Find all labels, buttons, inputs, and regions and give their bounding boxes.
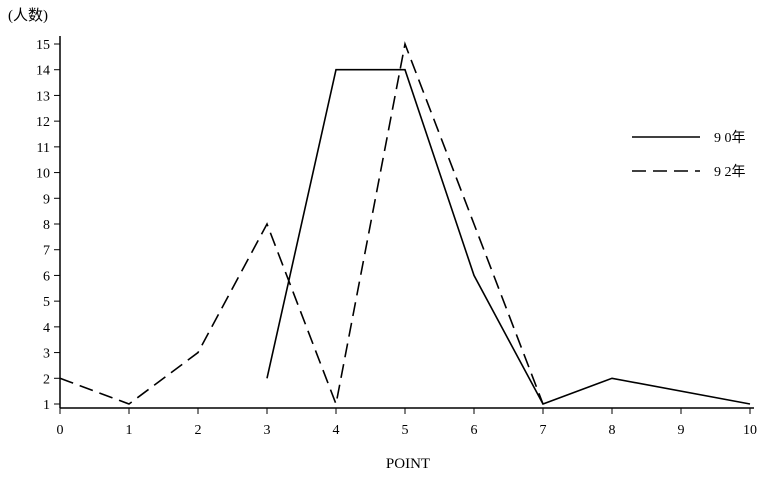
x-tick-label: 5 xyxy=(402,423,409,438)
series-line-0 xyxy=(266,68,751,405)
y-tick-label: 15 xyxy=(36,38,50,53)
x-tick-label: 10 xyxy=(743,423,757,438)
y-tick-label: 2 xyxy=(43,372,50,387)
series-lines xyxy=(59,41,751,407)
legend-label-1: 9 2年 xyxy=(714,164,746,180)
axes xyxy=(59,36,754,409)
series-line-1 xyxy=(59,41,544,407)
y-tick-label: 5 xyxy=(43,295,50,310)
y-tick-label: 7 xyxy=(43,244,50,259)
legend-label-0: 9 0年 xyxy=(714,130,746,146)
y-tick-label: 8 xyxy=(43,218,50,233)
y-tick-label: 3 xyxy=(43,347,50,362)
y-tick-label: 14 xyxy=(36,64,50,79)
x-tick-label: 0 xyxy=(57,423,64,438)
x-tick-label: 1 xyxy=(126,423,133,438)
legend: 9 0年 9 2年 xyxy=(632,130,746,180)
x-tick-label: 3 xyxy=(264,423,271,438)
y-tick-label: 12 xyxy=(36,115,50,130)
y-tick-label: 9 xyxy=(43,192,50,207)
y-tick-label: 11 xyxy=(37,141,50,156)
x-tick-label: 7 xyxy=(540,423,547,438)
x-tick-label: 4 xyxy=(333,423,340,438)
x-axis-title: POINT xyxy=(386,456,430,472)
y-tick-label: 10 xyxy=(36,167,50,182)
y-tick-label: 13 xyxy=(36,89,50,104)
x-tick-label: 2 xyxy=(195,423,202,438)
y-tick-label: 6 xyxy=(43,269,50,284)
y-axis-title: (人数) xyxy=(8,7,48,24)
y-tick-label: 4 xyxy=(43,321,50,336)
x-tick-label: 6 xyxy=(471,423,478,438)
x-tick-label: 9 xyxy=(678,423,685,438)
x-tick-label: 8 xyxy=(609,423,616,438)
y-tick-label: 1 xyxy=(43,398,50,413)
